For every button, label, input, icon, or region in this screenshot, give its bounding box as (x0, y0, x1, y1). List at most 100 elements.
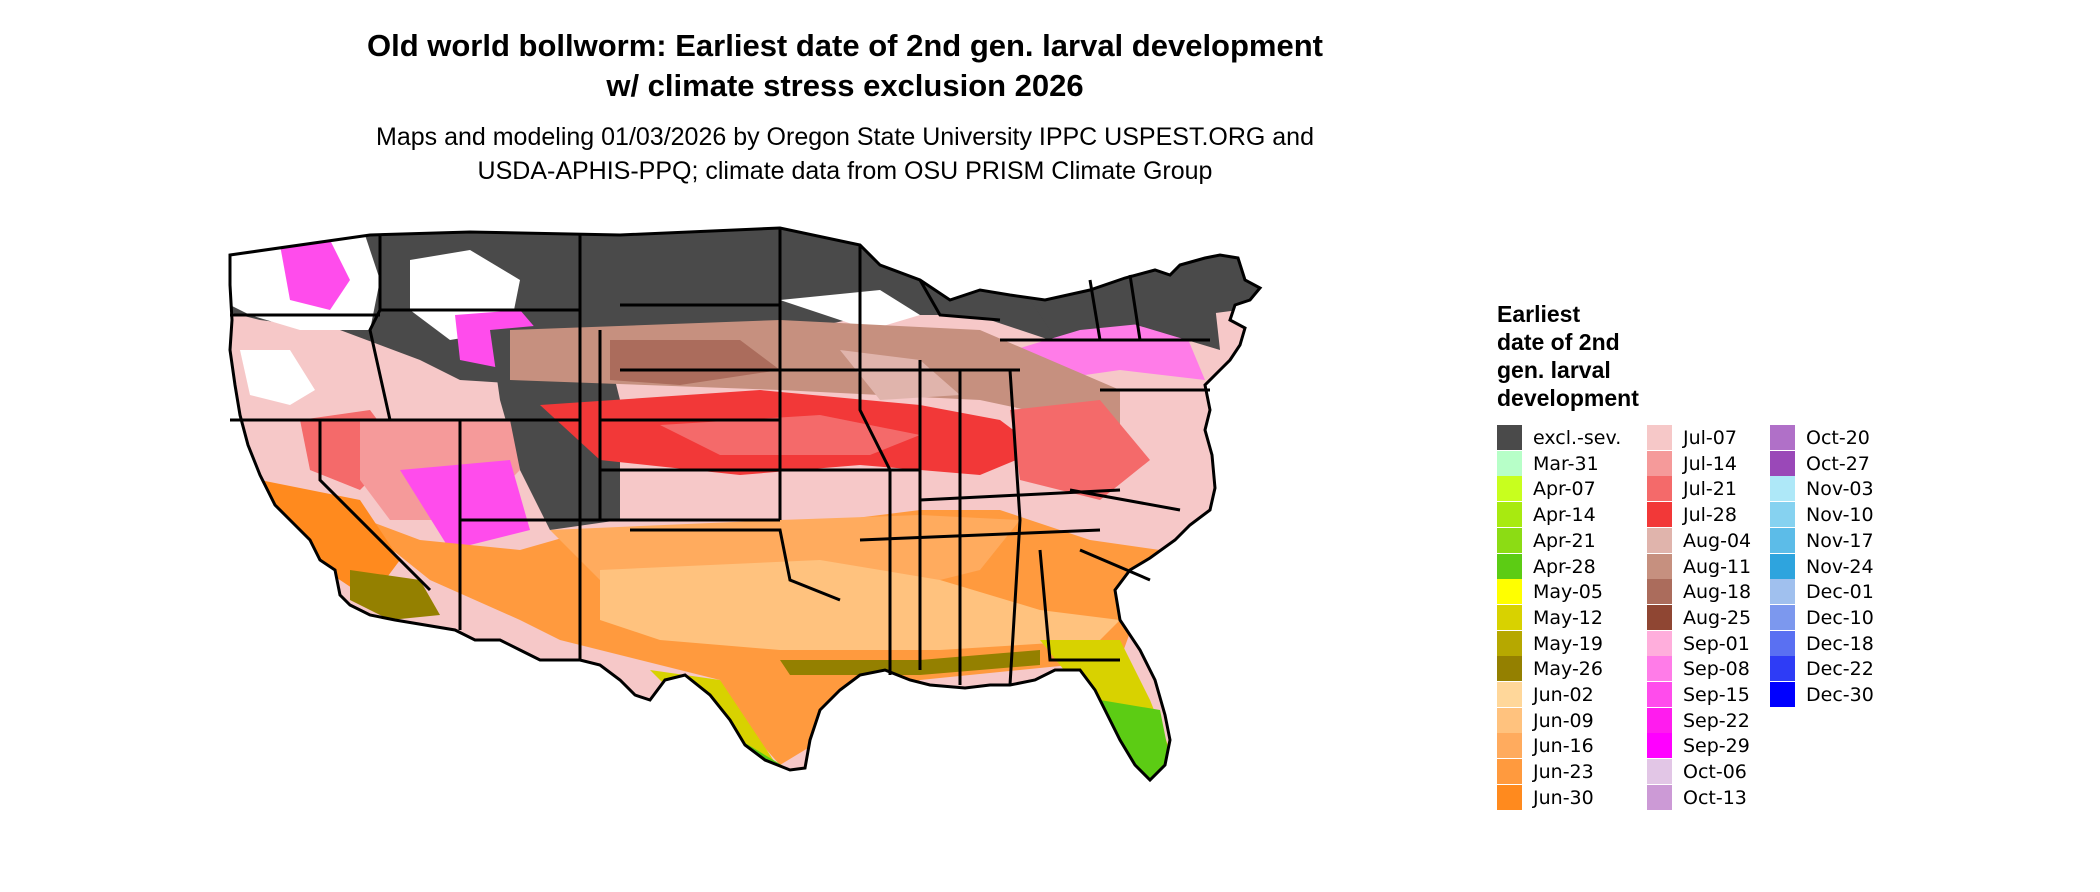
magenta-pacific-nw (280, 240, 350, 310)
legend-label: Dec-01 (1806, 581, 1874, 604)
legend-swatch (1770, 630, 1795, 656)
orange-california (260, 480, 400, 600)
legend-swatch (1497, 527, 1522, 553)
legend-swatch (1770, 502, 1795, 528)
legend-label: Jun-09 (1533, 709, 1594, 732)
legend-label: Apr-28 (1533, 555, 1596, 578)
legend-swatch (1647, 476, 1672, 502)
legend-swatch (1497, 707, 1522, 733)
border-id-west (368, 235, 392, 421)
legend-label: Aug-04 (1683, 529, 1752, 552)
legend-swatch (1497, 553, 1522, 579)
legend-label: Mar-31 (1533, 452, 1599, 475)
legend-swatch (1647, 733, 1672, 759)
legend-swatch (1770, 604, 1795, 630)
legend-swatch (1497, 784, 1522, 810)
legend-swatch (1497, 759, 1522, 785)
legend-label: Apr-14 (1533, 504, 1596, 527)
legend-swatch (1497, 579, 1522, 605)
map-subtitle: Maps and modeling 01/03/2026 by Oregon S… (220, 120, 1470, 188)
border-tn-south (859, 528, 1101, 542)
legend-label: Apr-21 (1533, 529, 1596, 552)
legend-swatch (1647, 425, 1672, 450)
legend-swatch (1770, 450, 1795, 476)
legend-swatch (1497, 630, 1522, 656)
legend-swatch (1497, 502, 1522, 528)
legend-label: May-12 (1533, 606, 1603, 629)
legend-label: Jun-16 (1533, 735, 1594, 758)
legend-swatch (1497, 450, 1522, 476)
legend-title-line-3: gen. larval (1497, 357, 1611, 383)
green-south-florida (1100, 700, 1170, 780)
legend-label: May-19 (1533, 632, 1603, 655)
legend-label: Sep-08 (1683, 658, 1750, 681)
legend-title: Earliest date of 2nd gen. larval develop… (1497, 300, 1639, 412)
legend-label: Jun-30 (1533, 786, 1594, 809)
legend-label: Oct-06 (1683, 761, 1747, 784)
legend-label: Nov-03 (1806, 478, 1874, 501)
red-mid-atlantic (1010, 400, 1150, 500)
brown-band-plains (610, 340, 780, 385)
legend-swatch (1647, 707, 1672, 733)
legend-swatch (1647, 450, 1672, 476)
us-map (228, 226, 1263, 783)
border-vt-nh (1088, 279, 1102, 341)
border-ok-tx (630, 528, 841, 602)
legend-swatch (1647, 784, 1672, 810)
legend-swatch (1647, 759, 1672, 785)
legend-swatch (1497, 682, 1522, 707)
legend-swatch (1647, 630, 1672, 656)
legend-label: Jul-14 (1683, 452, 1737, 475)
border-nc-sc (1079, 548, 1151, 582)
legend-swatch (1497, 425, 1522, 450)
legend-title-line-4: development (1497, 385, 1639, 411)
legend-label: Sep-22 (1683, 709, 1750, 732)
legend-swatch (1647, 604, 1672, 630)
legend-label: Jun-23 (1533, 761, 1594, 784)
border-nh-me (1128, 274, 1142, 341)
legend-label: Nov-17 (1806, 529, 1874, 552)
subtitle-line-1: Maps and modeling 01/03/2026 by Oregon S… (376, 123, 1314, 151)
map-raster (230, 228, 1260, 780)
legend-title-line-1: Earliest (1497, 301, 1581, 327)
us-outline (228, 226, 1263, 783)
border-va-nc (1069, 488, 1181, 512)
legend-label: Apr-07 (1533, 478, 1596, 501)
title-line-2: w/ climate stress exclusion 2026 (606, 68, 1084, 103)
legend-swatch (1497, 604, 1522, 630)
subtitle-line-2: USDA-APHIS-PPQ; climate data from OSU PR… (477, 157, 1213, 185)
legend-swatch (1647, 553, 1672, 579)
legend-label: Dec-30 (1806, 684, 1874, 706)
olive-southwest-desert (350, 570, 440, 620)
legend-swatch (1770, 425, 1795, 450)
legend-label: Dec-18 (1806, 632, 1874, 655)
legend-swatch (1770, 527, 1795, 553)
legend-label: Oct-13 (1683, 786, 1747, 809)
legend-swatch (1770, 579, 1795, 605)
legend-label: Oct-20 (1806, 427, 1870, 449)
legend-swatch (1647, 502, 1672, 528)
border-ga-fl (1038, 549, 1120, 662)
legend-label: May-26 (1533, 658, 1603, 681)
legend-swatch (1647, 527, 1672, 553)
olive-gulf-coastline (780, 650, 1040, 675)
legend-label: Aug-11 (1683, 555, 1752, 578)
legend-label: Nov-24 (1806, 555, 1874, 578)
legend-label: Sep-15 (1683, 684, 1750, 706)
legend-label: May-05 (1533, 581, 1603, 604)
legend-swatch (1770, 553, 1795, 579)
red-belt-inner (660, 415, 920, 455)
legend-swatch (1497, 656, 1522, 682)
legend-label: Jul-07 (1683, 427, 1737, 449)
border-wi-mi (918, 279, 1001, 322)
legend-swatch (1647, 682, 1672, 707)
legend-label: Jul-28 (1683, 504, 1737, 527)
legend-swatch (1647, 579, 1672, 605)
brown-light-ohio (840, 350, 960, 400)
legend-label: Jun-02 (1533, 684, 1594, 706)
legend-swatch (1497, 733, 1522, 759)
legend-label: Aug-18 (1683, 581, 1752, 604)
state-boundaries (228, 226, 1263, 783)
no-data-cascades (240, 350, 315, 405)
legend-title-line-2: date of 2nd (1497, 329, 1620, 355)
